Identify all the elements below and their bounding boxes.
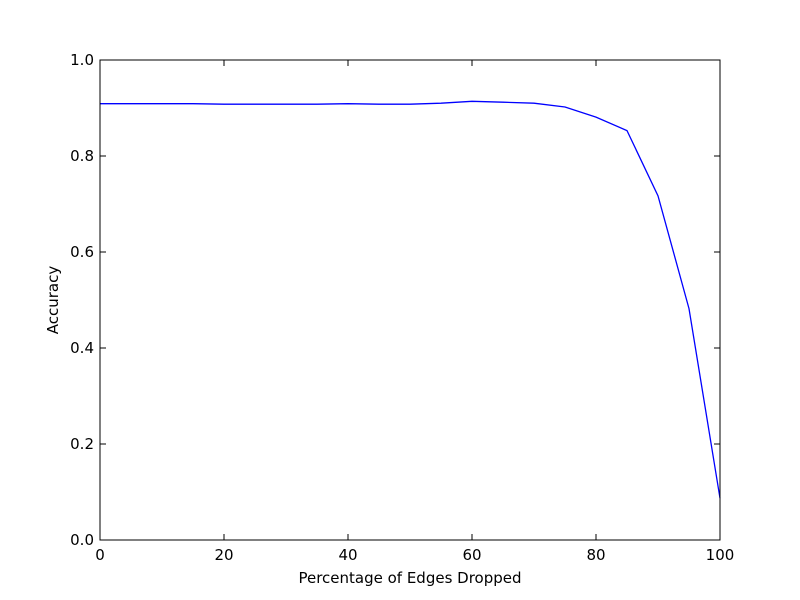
x-axis-label: Percentage of Edges Dropped [298, 569, 521, 587]
series-line [100, 100, 721, 499]
y-tick-label: 0.8 [70, 147, 94, 165]
y-tick-label: 0.0 [70, 531, 94, 549]
y-tick-label: 0.4 [70, 339, 94, 357]
x-tick-label: 60 [462, 546, 481, 564]
tick-labels: 0 20 40 60 80 100 0.0 0.2 0.4 0.6 0.8 1.0 [70, 51, 734, 564]
x-tick-label: 40 [338, 546, 357, 564]
y-tick-label: 0.2 [70, 435, 94, 453]
y-tick-label: 1.0 [70, 51, 94, 69]
x-tick-label: 80 [586, 546, 605, 564]
x-tick-label: 100 [706, 546, 735, 564]
y-axis-label: Accuracy [44, 266, 62, 335]
y-tick-label: 0.6 [70, 243, 94, 261]
x-tick-label: 0 [95, 546, 105, 564]
x-tick-label: 20 [214, 546, 233, 564]
plot-frame [99, 59, 721, 541]
